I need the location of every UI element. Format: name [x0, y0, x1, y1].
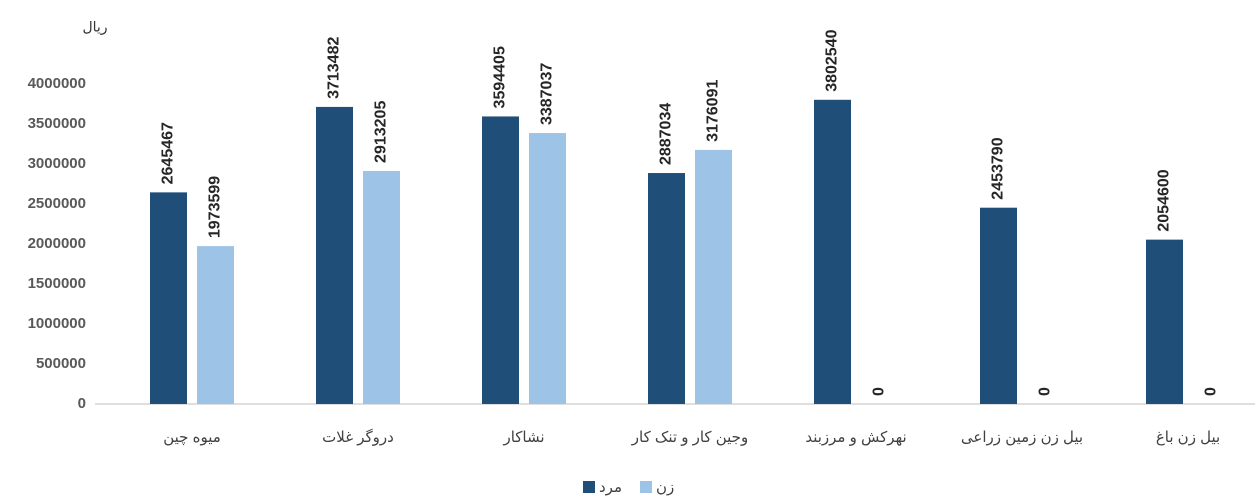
- value-label: 3387037: [539, 63, 556, 125]
- bar: [814, 99, 851, 404]
- value-label: 0: [871, 387, 888, 396]
- bar: [529, 133, 566, 404]
- bar: [316, 106, 353, 404]
- y-tick-label: 1500000: [28, 275, 86, 292]
- value-label: 3176091: [705, 80, 722, 142]
- y-tick-label: 3000000: [28, 155, 86, 172]
- y-tick-label: 3500000: [28, 115, 86, 132]
- x-tick-label: میوه چین: [163, 429, 221, 446]
- bar: [695, 149, 732, 404]
- bar: [482, 116, 519, 404]
- bar: [1146, 239, 1183, 404]
- bar: [648, 173, 685, 404]
- x-tick-label: نشاکار: [502, 429, 544, 446]
- value-label: 2913205: [373, 101, 390, 163]
- value-label: 2453790: [990, 137, 1007, 199]
- legend-label: مرد: [599, 479, 622, 496]
- x-tick-label: بیل زن زمین زراعی: [961, 429, 1083, 446]
- value-label: 2054600: [1156, 169, 1173, 231]
- value-label: 2645467: [160, 122, 177, 184]
- bar: [197, 246, 234, 404]
- x-tick-label: بیل زن باغ: [1156, 429, 1220, 446]
- y-tick-label: 1000000: [28, 315, 86, 332]
- x-tick-label: وجین کار و تنک کار: [631, 429, 748, 446]
- bar: [980, 207, 1017, 404]
- bar: [150, 192, 187, 404]
- y-tick-label: 500000: [36, 355, 86, 372]
- value-label: 1973599: [207, 176, 224, 238]
- legend-swatch: [583, 481, 595, 493]
- legend-label: زن: [656, 479, 674, 496]
- value-label: 3713482: [326, 37, 343, 99]
- value-label: 0: [1037, 387, 1054, 396]
- value-label: 2887034: [658, 103, 675, 165]
- x-tick-label: نهرکش و مرزبند: [805, 429, 906, 446]
- y-tick-label: 0: [78, 395, 86, 412]
- bar: [363, 170, 400, 404]
- y-tick-label: 4000000: [28, 75, 86, 92]
- value-label: 3594405: [492, 46, 509, 108]
- value-label: 0: [1203, 387, 1220, 396]
- legend-swatch: [640, 481, 652, 493]
- y-tick-label: 2500000: [28, 195, 86, 212]
- y-tick-label: 2000000: [28, 235, 86, 252]
- y-unit-label: ریال: [82, 19, 107, 36]
- value-label: 3802540: [824, 29, 841, 91]
- x-tick-label: دروگر غلات: [322, 428, 394, 446]
